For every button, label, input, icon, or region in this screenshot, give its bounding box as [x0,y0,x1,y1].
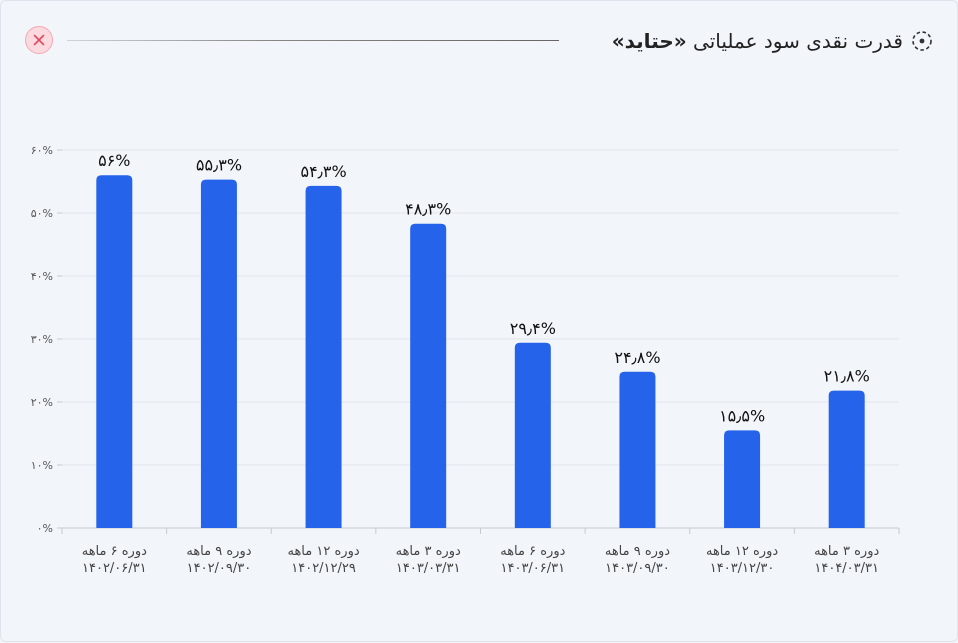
y-tick-label: ۵۰% [31,207,53,220]
bar-value-label: ۱۵٫۵% [719,406,765,425]
x-tick-label-period: دوره ۶ ماهه [82,544,147,559]
bar-value-label: ۵۶% [98,151,130,170]
header-divider [67,40,559,41]
x-tick-label-period: دوره ۹ ماهه [186,544,251,559]
x-tick-label-date: ۱۴۰۳/۱۲/۳۰ [710,561,775,576]
y-tick-label: ۶۰% [31,144,53,157]
bar-value-label: ۲۱٫۸% [824,367,870,386]
x-tick-label-date: ۱۴۰۲/۱۲/۲۹ [291,561,356,576]
bar[interactable] [828,390,865,528]
x-tick-label-date: ۱۴۰۳/۰۳/۳۱ [396,561,461,576]
x-tick-label-period: دوره ۱۲ ماهه [706,544,778,559]
chart-title-text: قدرت نقدی سود عملیاتی [686,29,903,53]
x-tick-label-period: دوره ۳ ماهه [396,544,461,559]
bar-value-label: ۵۵٫۳% [196,156,242,175]
x-tick-label-date: ۱۴۰۲/۰۶/۳۱ [82,561,147,576]
bar-value-label: ۴۸٫۳% [405,200,451,219]
bar-value-label: ۲۹٫۴% [510,319,556,338]
chart-title: قدرت نقدی سود عملیاتی «حتاید» [612,29,903,53]
close-button[interactable] [25,26,53,54]
x-tick-label-period: دوره ۳ ماهه [814,544,879,559]
x-tick-label-date: ۱۴۰۲/۰۹/۳۰ [187,561,252,576]
y-tick-label: ۰% [37,522,53,535]
bar[interactable] [724,430,761,528]
chart-header: قدرت نقدی سود عملیاتی «حتاید» [612,23,933,59]
x-tick-label-date: ۱۴۰۳/۰۹/۳۰ [605,561,670,576]
y-tick-label: ۱۰% [31,459,53,472]
close-icon [33,31,45,50]
y-tick-label: ۲۰% [31,396,53,409]
bar[interactable] [96,175,133,528]
x-tick-label-period: دوره ۹ ماهه [605,544,670,559]
bar[interactable] [619,371,656,528]
x-tick-label-date: ۱۴۰۳/۰۶/۳۱ [501,561,566,576]
bar[interactable] [200,179,237,529]
chart-title-symbol: «حتاید» [611,29,687,53]
bar[interactable] [410,223,447,528]
chart-settings-icon[interactable] [911,30,933,52]
bar[interactable] [514,342,551,528]
x-tick-label-period: دوره ۱۲ ماهه [287,544,359,559]
x-tick-label-date: ۱۴۰۴/۰۳/۳۱ [814,561,879,576]
bar-value-label: ۲۴٫۸% [614,348,660,367]
x-tick-label-period: دوره ۶ ماهه [500,544,565,559]
bar-value-label: ۵۴٫۳% [300,162,346,181]
y-tick-label: ۴۰% [31,270,53,283]
y-tick-label: ۳۰% [31,333,53,346]
bar[interactable] [305,185,342,528]
